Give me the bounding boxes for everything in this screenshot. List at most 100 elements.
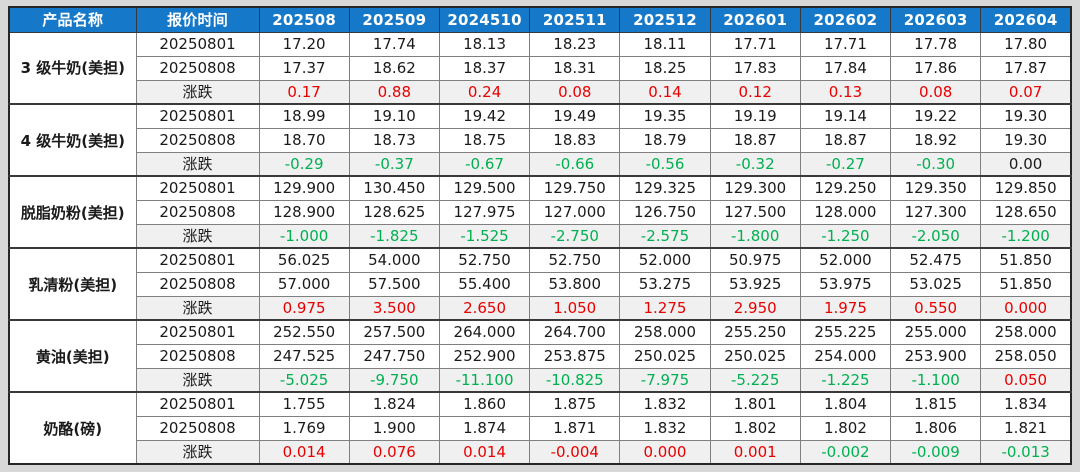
change-value-cell: 1.050 (529, 295, 621, 321)
price-value-cell: 17.86 (890, 55, 982, 81)
price-value-cell: 17.74 (348, 31, 440, 57)
price-value-cell: 51.850 (980, 247, 1072, 273)
price-value-cell: 1.755 (258, 391, 350, 417)
price-value-cell: 127.975 (438, 199, 531, 225)
price-value-cell: 18.73 (348, 127, 440, 153)
price-value-cell: 18.99 (258, 103, 350, 129)
price-row: 20250808 57.000 57.500 55.400 53.800 53.275 53… (9, 271, 1072, 297)
quote-date-cell: 20250801 (135, 103, 260, 129)
price-value-cell: 18.25 (619, 55, 711, 81)
change-value-cell: 0.08 (529, 79, 621, 105)
quote-date-cell: 20250808 (135, 271, 260, 297)
change-value-cell: -1.525 (438, 223, 531, 249)
price-value-cell: 19.30 (980, 127, 1072, 153)
change-row: 涨跌 -1.000 -1.825 -1.525 -2.750 -2.575 -1.800 -1… (9, 223, 1072, 249)
price-value-cell: 1.874 (438, 415, 531, 441)
price-value-cell: 1.824 (348, 391, 440, 417)
table-body: 3 级牛奶(美担) 20250801 17.20 17.74 18.13 18.23 18.… (8, 31, 1072, 465)
price-value-cell: 258.050 (980, 343, 1072, 369)
price-value-cell: 257.500 (348, 319, 440, 345)
price-value-cell: 253.875 (529, 343, 621, 369)
price-value-cell: 258.000 (980, 319, 1072, 345)
price-row: 20250808 247.525 247.750 252.900 253.875 250.… (9, 343, 1072, 369)
price-value-cell: 129.300 (709, 175, 801, 201)
price-value-cell: 19.42 (438, 103, 531, 129)
price-value-cell: 52.000 (619, 247, 711, 273)
price-row: 脱脂奶粉(美担) 20250801 129.900 130.450 129.500 129… (8, 175, 1072, 249)
price-value-cell: 258.000 (619, 319, 711, 345)
change-value-cell: 2.950 (709, 295, 801, 321)
product-cell: 4 级牛奶(美担) (8, 103, 137, 177)
header-contract-202509: 202509 (348, 6, 440, 33)
change-row: 涨跌 -5.025 -9.750 -11.100 -10.825 -7.975 -5.225… (9, 367, 1072, 393)
table-header: 产品名称 报价时间 202508 202509 2024510 202511 202512 2… (8, 6, 1072, 33)
change-label-cell: 涨跌 (135, 439, 260, 465)
change-value-cell: 3.500 (348, 295, 440, 321)
price-value-cell: 17.71 (799, 31, 892, 57)
price-value-cell: 129.250 (799, 175, 892, 201)
change-value-cell: -1.800 (709, 223, 801, 249)
price-value-cell: 17.71 (709, 31, 801, 57)
change-value-cell: -0.67 (438, 151, 531, 177)
price-value-cell: 1.900 (348, 415, 440, 441)
product-cell: 乳清粉(美担) (8, 247, 137, 321)
product-cell: 脱脂奶粉(美担) (8, 175, 137, 249)
price-value-cell: 129.500 (438, 175, 531, 201)
quote-date-cell: 20250801 (135, 31, 260, 57)
change-value-cell: -10.825 (529, 367, 621, 393)
change-row: 涨跌 0.975 3.500 2.650 1.050 1.275 2.950 1.975 0.5… (9, 295, 1072, 321)
price-value-cell: 17.20 (258, 31, 350, 57)
price-value-cell: 53.925 (709, 271, 801, 297)
change-value-cell: -1.000 (258, 223, 350, 249)
change-value-cell: -0.37 (348, 151, 440, 177)
header-row: 产品名称 报价时间 202508 202509 2024510 202511 202512 2… (8, 6, 1072, 33)
price-value-cell: 18.92 (890, 127, 982, 153)
change-value-cell: -2.050 (890, 223, 982, 249)
price-value-cell: 1.871 (529, 415, 621, 441)
price-row: 黄油(美担) 20250801 252.550 257.500 264.000 264.7… (8, 319, 1072, 393)
price-value-cell: 255.225 (799, 319, 892, 345)
change-label-cell: 涨跌 (135, 151, 260, 177)
price-value-cell: 19.14 (799, 103, 892, 129)
price-value-cell: 19.10 (348, 103, 440, 129)
price-row: 奶酪(磅) 20250801 1.755 1.824 1.860 1.875 1.832 1.… (8, 391, 1072, 465)
change-value-cell: 0.14 (619, 79, 711, 105)
price-value-cell: 1.801 (709, 391, 801, 417)
change-value-cell: 1.975 (799, 295, 892, 321)
price-value-cell: 52.000 (799, 247, 892, 273)
price-value-cell: 17.80 (980, 31, 1072, 57)
change-value-cell: 0.014 (258, 439, 350, 465)
quote-date-cell: 20250801 (135, 391, 260, 417)
change-value-cell: -2.750 (529, 223, 621, 249)
price-value-cell: 19.35 (619, 103, 711, 129)
header-contract-202604: 202604 (980, 6, 1072, 33)
price-value-cell: 18.23 (529, 31, 621, 57)
header-contract-2024510: 2024510 (438, 6, 531, 33)
price-value-cell: 18.79 (619, 127, 711, 153)
change-value-cell: -0.009 (890, 439, 982, 465)
header-contract-202508: 202508 (258, 6, 350, 33)
price-row: 20250808 17.37 18.62 18.37 18.31 18.25 17.83 17… (9, 55, 1072, 81)
change-value-cell: 0.014 (438, 439, 531, 465)
header-product-name: 产品名称 (8, 6, 137, 33)
price-value-cell: 18.13 (438, 31, 531, 57)
price-row: 3 级牛奶(美担) 20250801 17.20 17.74 18.13 18.23 18.… (8, 31, 1072, 105)
header-contract-202601: 202601 (709, 6, 801, 33)
change-value-cell: -0.29 (258, 151, 350, 177)
change-value-cell: -1.100 (890, 367, 982, 393)
change-value-cell: 0.12 (709, 79, 801, 105)
price-value-cell: 128.650 (980, 199, 1072, 225)
price-value-cell: 130.450 (348, 175, 440, 201)
price-value-cell: 18.37 (438, 55, 531, 81)
price-value-cell: 57.500 (348, 271, 440, 297)
price-value-cell: 17.83 (709, 55, 801, 81)
price-value-cell: 127.000 (529, 199, 621, 225)
price-value-cell: 18.75 (438, 127, 531, 153)
price-row: 20250808 128.900 128.625 127.975 127.000 126.… (9, 199, 1072, 225)
price-value-cell: 55.400 (438, 271, 531, 297)
quote-date-cell: 20250808 (135, 199, 260, 225)
price-value-cell: 53.025 (890, 271, 982, 297)
price-value-cell: 17.37 (258, 55, 350, 81)
change-value-cell: 0.975 (258, 295, 350, 321)
quote-date-cell: 20250808 (135, 55, 260, 81)
